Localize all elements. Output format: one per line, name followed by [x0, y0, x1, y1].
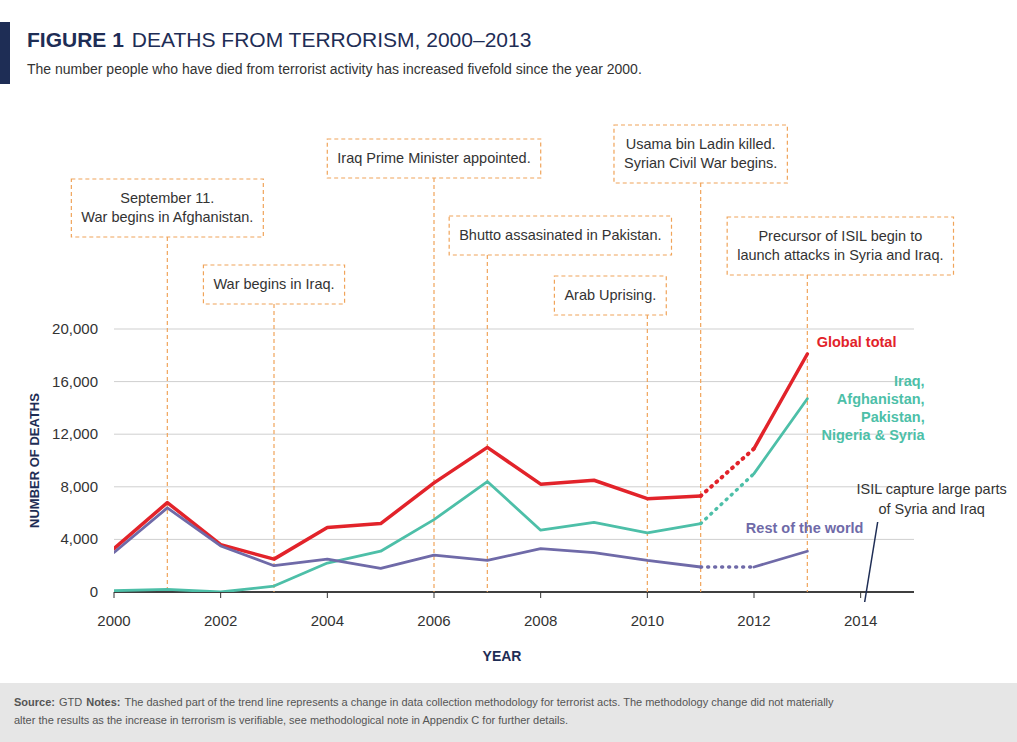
footer-line: Source: GTD Notes: The dashed part of the t…: [14, 696, 834, 708]
footer-band: [0, 683, 1017, 742]
x-axis-title: YEAR: [483, 648, 522, 664]
series-label-line: Nigeria & Syria: [821, 427, 925, 443]
header-bar: [0, 22, 10, 84]
annotation: War begins in Iraq.: [203, 265, 344, 592]
annotation-line: [487, 255, 488, 592]
x-tick-label: 2000: [97, 612, 130, 629]
notes: alter the results as the increase in ter…: [14, 714, 568, 726]
annotation-line: [807, 275, 808, 592]
series-line: [701, 565, 754, 568]
x-tick: [434, 592, 435, 598]
annotation-line: [433, 178, 434, 592]
series-label: Global total: [817, 334, 897, 350]
x-tick-label: 2004: [311, 612, 344, 629]
series-lines: [114, 354, 807, 592]
y-axis-title: NUMBER OF DEATHS: [27, 393, 42, 528]
x-tick-label: 2012: [737, 612, 770, 629]
annotation: Arab Uprising.: [554, 276, 666, 592]
annotation-line: [273, 304, 274, 592]
annotation-line: [167, 237, 168, 592]
series-label-line: Pakistan,: [861, 409, 925, 425]
annotation-box: [449, 216, 671, 255]
series-line: [754, 399, 807, 474]
x-tick: [327, 592, 328, 598]
x-tick-label: 2010: [631, 612, 664, 629]
annotation: ISIL capture large parts of Syria and Ira…: [857, 481, 1007, 602]
series-line: [114, 508, 701, 568]
annotation-text: Iraq Prime Minister appointed.: [337, 150, 530, 166]
series-label-line: Afghanistan,: [837, 391, 925, 407]
source-label: Source:: [14, 696, 55, 708]
notes-label: Notes:: [86, 696, 120, 708]
annotations: September 11. War begins in Afghanistan. W…: [71, 125, 1006, 602]
grid-line: [114, 381, 914, 382]
series-line: [701, 474, 754, 524]
x-tick: [114, 592, 115, 598]
annotation-box: [203, 265, 344, 304]
chart: FIGURE 1 DEATHS FROM TERRORISM, 2000–2013…: [0, 0, 1017, 742]
grid-line: [114, 329, 914, 330]
y-tick-label: 4,000: [60, 530, 98, 547]
series-line: [754, 551, 807, 567]
annotation-text: Syrian Civil War begins.: [624, 155, 777, 171]
annotation-box: [71, 179, 263, 237]
y-tick-label: 20,000: [52, 320, 98, 337]
x-tick: [540, 592, 541, 598]
y-tick-label: 12,000: [52, 425, 98, 442]
annotation-text: Arab Uprising.: [564, 287, 656, 303]
title: FIGURE 1 DEATHS FROM TERRORISM, 2000–2013: [27, 28, 531, 51]
annotation-line: [865, 522, 878, 602]
annotation-text: launch attacks in Syria and Iraq.: [737, 247, 943, 263]
notes: The dashed part of the trend line repres…: [124, 696, 834, 708]
x-tick: [754, 592, 755, 598]
annotation-text: War begins in Afghanistan.: [81, 209, 253, 225]
x-tick-label: 2006: [417, 612, 450, 629]
annotation-box: [554, 276, 666, 315]
source: GTD: [59, 696, 82, 708]
grid-line: [114, 486, 914, 487]
y-tick-label: 0: [90, 583, 98, 600]
series-label: Iraq, Afghanistan, Pakistan, Nigeria & Syri…: [821, 373, 925, 443]
annotation-line: [700, 183, 701, 592]
figure-label: FIGURE 1: [27, 28, 124, 51]
subtitle: The number people who have died from ter…: [27, 61, 642, 77]
grid-line: [114, 539, 914, 540]
x-tick: [860, 592, 861, 598]
series-label: Rest of the world: [746, 520, 864, 536]
annotation-text: ISIL capture large parts: [857, 481, 1007, 497]
grid-line: [114, 434, 914, 435]
series-line: [701, 449, 754, 496]
annotation-text: of Syria and Iraq: [878, 501, 984, 517]
series-label-line: Rest of the world: [746, 520, 864, 536]
annotation-text: Bhutto assasinated in Pakistan.: [459, 227, 661, 243]
x-tick-label: 2008: [524, 612, 557, 629]
series-line: [114, 482, 701, 592]
series-line: [114, 447, 701, 559]
x-tick: [220, 592, 221, 598]
annotation-box: [614, 125, 787, 183]
series-label-line: Global total: [817, 334, 897, 350]
title-text: DEATHS FROM TERRORISM, 2000–2013: [132, 28, 532, 51]
y-tick-label: 16,000: [52, 373, 98, 390]
y-tick-label: 8,000: [60, 478, 98, 495]
annotation: Precursor of ISIL begin to launch attacks…: [727, 217, 953, 592]
annotation-text: Usama bin Ladin killed.: [626, 136, 776, 152]
x-tick-label: 2014: [844, 612, 877, 629]
annotation-box: [327, 139, 540, 178]
annotation-text: Precursor of ISIL begin to: [758, 228, 922, 244]
annotation: September 11. War begins in Afghanistan.: [71, 179, 263, 592]
x-tick-label: 2002: [204, 612, 237, 629]
annotation-text: September 11.: [120, 190, 214, 206]
annotation: Bhutto assasinated in Pakistan.: [449, 216, 671, 592]
annotation-line: [647, 315, 648, 592]
annotation-text: War begins in Iraq.: [213, 276, 334, 292]
series-label-line: Iraq,: [894, 373, 925, 389]
x-tick: [647, 592, 648, 598]
annotation-box: [727, 217, 953, 275]
